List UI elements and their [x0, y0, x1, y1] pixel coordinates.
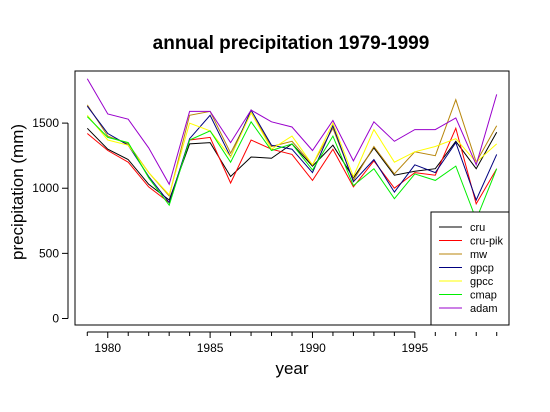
series-line-gpcp [86, 105, 498, 204]
legend-label-cru-pik: cru-pik [470, 236, 504, 248]
y-tick-label: 0 [52, 311, 59, 325]
series-group [86, 78, 498, 221]
series-line-cru-pik [86, 126, 498, 206]
series-line-cru [86, 127, 498, 201]
y-tick-label: 1000 [32, 181, 59, 195]
y-axis-label: precipitation (mm) [8, 124, 27, 260]
y-tick-label: 1500 [32, 116, 59, 130]
series-line-cmap [86, 116, 498, 221]
legend-box [430, 211, 510, 326]
legend-label-cmap: cmap [470, 290, 497, 302]
x-tick-label: 1990 [299, 341, 326, 355]
legend-label-mw: mw [470, 249, 487, 261]
x-tick-label: 1995 [401, 341, 428, 355]
legend-label-cru: cru [470, 222, 485, 234]
x-tick-label: 1985 [197, 341, 224, 355]
chart-title: annual precipitation 1979-1999 [153, 33, 430, 54]
legend-label-adam: adam [470, 303, 498, 315]
plot-frame [74, 70, 510, 326]
y-axis: 0 500 1000 1500 [32, 116, 69, 325]
x-axis-label: year [275, 359, 308, 378]
legend-label-gpcp: gpcp [470, 263, 494, 275]
series-line-adam [86, 78, 498, 186]
legend-label-gpcc: gpcc [470, 276, 494, 288]
x-tick-label: 1980 [94, 341, 121, 355]
x-axis: 1980 1985 1990 1995 [86, 331, 498, 355]
y-tick-label: 500 [39, 246, 59, 260]
series-line-gpcc [86, 111, 498, 196]
